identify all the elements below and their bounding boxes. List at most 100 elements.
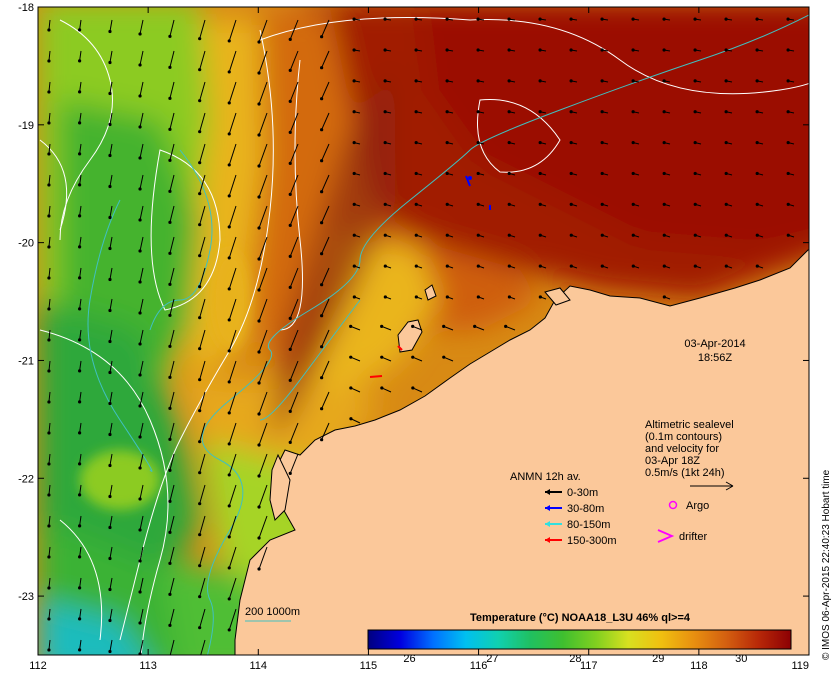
velocity-arrow [139, 267, 144, 283]
velocity-arrow-head [78, 276, 82, 280]
velocity-arrow-head [108, 618, 112, 623]
velocity-arrow-head [383, 17, 387, 21]
velocity-arrow [79, 639, 82, 650]
velocity-arrow-head [198, 285, 202, 289]
drifter-label: drifter [679, 531, 707, 543]
velocity-arrow-head [47, 152, 51, 156]
velocity-arrow-head [445, 295, 449, 299]
velocity-arrow-head [138, 652, 142, 655]
velocity-arrow-head [168, 561, 172, 565]
velocity-arrow [199, 515, 206, 535]
colorbar-tick-label: 29 [652, 653, 664, 665]
anmn-item-2: 80-150m [545, 519, 610, 531]
lon-tick-label: 118 [690, 660, 708, 672]
velocity-arrow-head [786, 79, 790, 83]
velocity-arrow [48, 515, 51, 526]
date-label: 03-Apr-2014 [684, 338, 745, 350]
velocity-arrow-head [257, 536, 261, 540]
velocity-arrow [79, 19, 82, 30]
velocity-arrow-head [108, 339, 112, 344]
velocity-arrow [199, 19, 206, 39]
velocity-arrow-head [168, 344, 172, 348]
velocity-arrow-head [352, 171, 356, 176]
velocity-arrow-head [198, 99, 202, 103]
velocity-arrow-head [320, 252, 324, 256]
velocity-arrow-head [288, 378, 292, 382]
velocity-arrow-head [631, 264, 635, 268]
velocity-arrow [169, 267, 175, 285]
island-small-2 [544, 287, 571, 306]
velocity-arrow-head [538, 79, 542, 83]
velocity-arrow [139, 484, 144, 500]
velocity-arrow-head [445, 48, 449, 52]
velocity-arrow-head [352, 110, 356, 114]
velocity-arrow [79, 608, 82, 619]
lon-tick-label: 112 [29, 660, 47, 672]
velocity-arrow-head [411, 324, 415, 328]
scale-arrow-icon [690, 481, 734, 491]
velocity-arrow [412, 325, 423, 331]
velocity-arrow-head [257, 412, 261, 416]
velocity-arrow-head [320, 128, 324, 132]
velocity-arrow-head [47, 214, 51, 218]
velocity-arrow-head [78, 152, 82, 156]
velocity-arrow [139, 112, 144, 128]
velocity-arrow [79, 298, 82, 309]
velocity-arrow-head [786, 202, 790, 206]
velocity-arrow [79, 453, 82, 464]
anmn-item-label: 150-300m [567, 535, 617, 547]
velocity-arrow-head [662, 202, 666, 206]
velocity-arrow [48, 577, 51, 588]
velocity-arrow-head [538, 233, 542, 237]
velocity-arrow-head [78, 648, 82, 652]
velocity-arrow [199, 236, 206, 256]
velocity-arrow [289, 143, 299, 164]
velocity-arrow-head [138, 218, 142, 222]
lon-tick-label: 113 [139, 660, 157, 672]
velocity-arrow-head [198, 316, 202, 320]
colorbar-ticks: 26 27 28 29 30 [403, 653, 747, 665]
velocity-arrow [48, 329, 51, 340]
velocity-arrow [48, 236, 51, 247]
velocity-arrow-head [138, 559, 142, 563]
velocity-arrow-head [383, 264, 387, 268]
velocity-arrow [48, 639, 51, 650]
velocity-arrow-head [352, 295, 356, 299]
velocity-arrow-head [168, 592, 172, 596]
velocity-arrow [199, 484, 206, 504]
velocity-arrow-head [227, 256, 231, 260]
velocity-arrow [169, 81, 175, 99]
velocity-arrow [228, 143, 237, 166]
velocity-arrow [48, 205, 51, 216]
velocity-arrow [199, 267, 206, 287]
velocity-arrow-head [138, 466, 142, 470]
velocity-arrow-head [693, 233, 697, 237]
velocity-arrow-head [445, 202, 449, 206]
velocity-arrow [139, 360, 144, 376]
velocity-arrow-head [476, 264, 480, 268]
velocity-arrow-head [227, 225, 231, 229]
velocity-arrow [258, 236, 268, 260]
velocity-arrow-head [108, 215, 112, 220]
axes: 112 113 114 115 116 117 118 119 -18 -19 -20 -21 -22 -… [18, 2, 810, 672]
velocity-arrow [139, 391, 144, 407]
velocity-arrow-head [78, 524, 82, 528]
velocity-arrow-head [755, 48, 759, 52]
velocity-arrow [169, 422, 175, 440]
velocity-arrow-head [257, 226, 261, 230]
velocity-arrow-head [198, 254, 202, 258]
velocity-arrow [321, 50, 330, 68]
velocity-arrow-head [693, 79, 697, 83]
velocity-arrow-head [288, 223, 292, 227]
velocity-arrow-head [786, 233, 790, 237]
velocity-arrow-head [476, 17, 480, 21]
lon-tick-label: 117 [580, 660, 598, 672]
velocity-arrow-head [662, 171, 666, 176]
velocity-arrow-head [662, 48, 666, 52]
velocity-arrow-head [383, 295, 387, 299]
velocity-arrow-head [108, 494, 112, 499]
velocity-arrow-head [168, 34, 172, 38]
velocity-arrow-head [569, 17, 573, 21]
velocity-arrow-head [227, 163, 231, 167]
velocity-arrow [321, 391, 330, 409]
